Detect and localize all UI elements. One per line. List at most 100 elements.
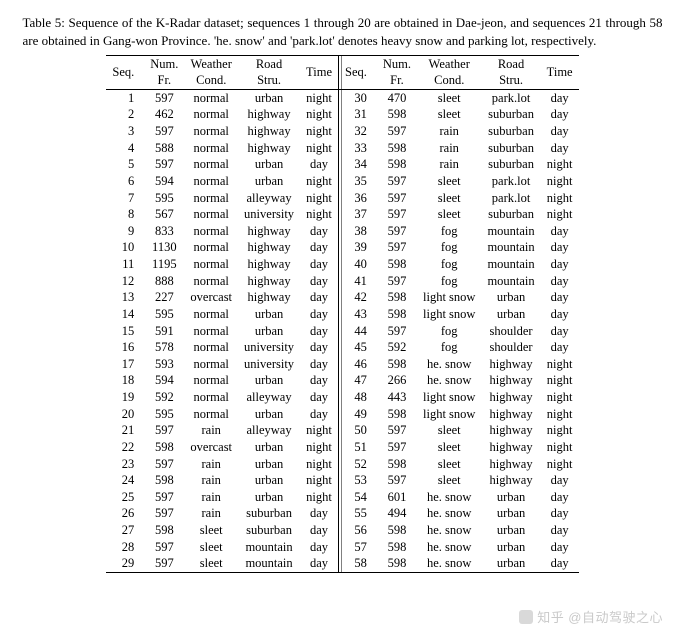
table-cell: 597 bbox=[377, 207, 417, 224]
table-cell: sleet bbox=[417, 456, 481, 473]
table-cell: 598 bbox=[377, 456, 417, 473]
table-cell: normal bbox=[184, 223, 238, 240]
table-cell: highway bbox=[238, 240, 300, 257]
table-cell: 44 bbox=[339, 323, 377, 340]
table-cell: urban bbox=[481, 523, 540, 540]
table-cell: day bbox=[541, 556, 579, 573]
table-cell: day bbox=[541, 273, 579, 290]
table-cell: normal bbox=[184, 207, 238, 224]
table-cell: 14 bbox=[106, 306, 144, 323]
table-cell: 24 bbox=[106, 473, 144, 490]
table-cell: 4 bbox=[106, 140, 144, 157]
table-cell: night bbox=[541, 423, 579, 440]
table-cell: day bbox=[541, 489, 579, 506]
table-cell: fog bbox=[417, 240, 481, 257]
table-cell: 597 bbox=[377, 190, 417, 207]
table-cell: 588 bbox=[144, 140, 184, 157]
table-cell: 888 bbox=[144, 273, 184, 290]
table-cell: 35 bbox=[339, 173, 377, 190]
table-head: Seq. Num. Weather Road Time Seq. Num. We… bbox=[106, 56, 578, 90]
table-cell: 18 bbox=[106, 373, 144, 390]
col-numfr-l1-left: Num. bbox=[144, 56, 184, 73]
table-cell: fog bbox=[417, 340, 481, 357]
table-cell: 578 bbox=[144, 340, 184, 357]
table-cell: day bbox=[300, 306, 338, 323]
watermark-icon bbox=[519, 610, 533, 624]
table-cell: he. snow bbox=[417, 373, 481, 390]
table-cell: 598 bbox=[144, 473, 184, 490]
table-cell: night bbox=[300, 140, 338, 157]
table-cell: 597 bbox=[377, 240, 417, 257]
table-cell: 25 bbox=[106, 489, 144, 506]
table-cell: 494 bbox=[377, 506, 417, 523]
col-road-l1-right: Road bbox=[481, 56, 540, 73]
table-cell: 597 bbox=[144, 456, 184, 473]
table-cell: 13 bbox=[106, 290, 144, 307]
table-cell: 10 bbox=[106, 240, 144, 257]
table-cell: highway bbox=[481, 356, 540, 373]
table-cell: rain bbox=[184, 489, 238, 506]
table-cell: 50 bbox=[339, 423, 377, 440]
table-cell: highway bbox=[238, 257, 300, 274]
table-cell: 37 bbox=[339, 207, 377, 224]
table-cell: he. snow bbox=[417, 539, 481, 556]
table-cell: 470 bbox=[377, 90, 417, 107]
table-cell: night bbox=[541, 356, 579, 373]
table-cell: night bbox=[541, 439, 579, 456]
table-cell: night bbox=[541, 456, 579, 473]
table-cell: day bbox=[300, 240, 338, 257]
table-cell: light snow bbox=[417, 290, 481, 307]
table-cell: urban bbox=[238, 173, 300, 190]
table-cell: 597 bbox=[144, 506, 184, 523]
table-cell: 11 bbox=[106, 257, 144, 274]
table-cell: 598 bbox=[377, 157, 417, 174]
table-cell: overcast bbox=[184, 290, 238, 307]
table-cell: night bbox=[541, 157, 579, 174]
table-cell: rain bbox=[417, 124, 481, 141]
table-cell: fog bbox=[417, 273, 481, 290]
table-cell: day bbox=[300, 356, 338, 373]
table-cell: day bbox=[541, 506, 579, 523]
table-cell: normal bbox=[184, 373, 238, 390]
table-cell: day bbox=[300, 523, 338, 540]
col-numfr-l1-right: Num. bbox=[377, 56, 417, 73]
table-cell: 20 bbox=[106, 406, 144, 423]
table-cell: highway bbox=[238, 290, 300, 307]
table-cell: 42 bbox=[339, 290, 377, 307]
table-cell: he. snow bbox=[417, 356, 481, 373]
table-cell: normal bbox=[184, 340, 238, 357]
table-cell: 52 bbox=[339, 456, 377, 473]
table-cell: night bbox=[300, 456, 338, 473]
table-cell: 598 bbox=[377, 539, 417, 556]
table-cell: day bbox=[541, 223, 579, 240]
table-cell: urban bbox=[481, 539, 540, 556]
table-cell: 597 bbox=[144, 489, 184, 506]
table-cell: night bbox=[541, 173, 579, 190]
table-cell: 1130 bbox=[144, 240, 184, 257]
table-cell: park.lot bbox=[481, 173, 540, 190]
table-cell: 46 bbox=[339, 356, 377, 373]
table-cell: highway bbox=[481, 456, 540, 473]
table-cell: rain bbox=[417, 157, 481, 174]
table-cell: 601 bbox=[377, 489, 417, 506]
table-cell: day bbox=[541, 323, 579, 340]
table-caption: Table 5: Sequence of the K-Radar dataset… bbox=[23, 14, 663, 49]
table-cell: night bbox=[300, 90, 338, 107]
table-cell: 594 bbox=[144, 173, 184, 190]
col-seq-right: Seq. bbox=[339, 56, 377, 90]
table-cell: 9 bbox=[106, 223, 144, 240]
table-cell: night bbox=[541, 190, 579, 207]
table-cell: 39 bbox=[339, 240, 377, 257]
table-cell: 598 bbox=[377, 556, 417, 573]
table-cell: night bbox=[300, 423, 338, 440]
col-numfr-l2-left: Fr. bbox=[144, 73, 184, 90]
table-cell: alleyway bbox=[238, 390, 300, 407]
table-cell: normal bbox=[184, 356, 238, 373]
table-cell: 12 bbox=[106, 273, 144, 290]
table-cell: suburban bbox=[481, 124, 540, 141]
table-cell: 19 bbox=[106, 390, 144, 407]
watermark-text: 知乎 @自动驾驶之心 bbox=[537, 610, 663, 625]
table-cell: 567 bbox=[144, 207, 184, 224]
table-cell: light snow bbox=[417, 390, 481, 407]
table-cell: university bbox=[238, 356, 300, 373]
